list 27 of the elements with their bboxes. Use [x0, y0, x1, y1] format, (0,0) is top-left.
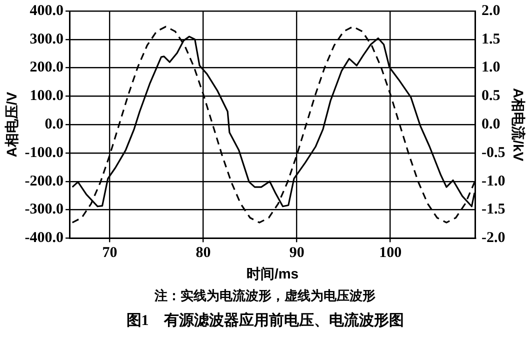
y2-tick-label: -0.5 [481, 144, 506, 161]
x-axis-title: 时间/ms [246, 265, 299, 282]
y-tick-label: -400.0 [24, 230, 64, 246]
y2-axis-title: A相电流/kV [510, 88, 527, 162]
y2-tick-label: -1.5 [481, 202, 506, 218]
y-tick-label: 0.0 [44, 116, 64, 132]
x-tick-label: 70 [102, 245, 118, 262]
y2-tick-label: 0.5 [481, 88, 500, 104]
y2-tick-label: -1.0 [481, 173, 506, 190]
y-tick-label: 400.0 [30, 2, 64, 19]
y2-tick-label: -2.0 [481, 230, 506, 246]
y-tick-label: 200.0 [30, 60, 64, 76]
y-axis-title: A相电压/V [3, 91, 20, 158]
text: 图1 有源滤波器应用前电压、电流波形图 [125, 311, 405, 330]
y-tick-label: 100.0 [30, 88, 64, 104]
y2-tick-label: 1.5 [481, 31, 500, 48]
y-tick-label: -100.0 [24, 144, 64, 161]
text: 注：实线为电流波形，虚线为电压波形 [154, 287, 376, 305]
x-tick-label: 80 [196, 245, 211, 262]
y-tick-label: 300.0 [30, 31, 64, 48]
y2-tick-label: 0.0 [481, 116, 500, 132]
y2-tick-label: 1.0 [481, 60, 500, 76]
x-tick-label: 90 [289, 245, 304, 262]
y2-tick-label: 2.0 [481, 2, 500, 19]
y-tick-label: -300.0 [24, 202, 64, 218]
y-tick-label: -200.0 [24, 173, 64, 190]
x-tick-label: 100 [379, 245, 402, 262]
